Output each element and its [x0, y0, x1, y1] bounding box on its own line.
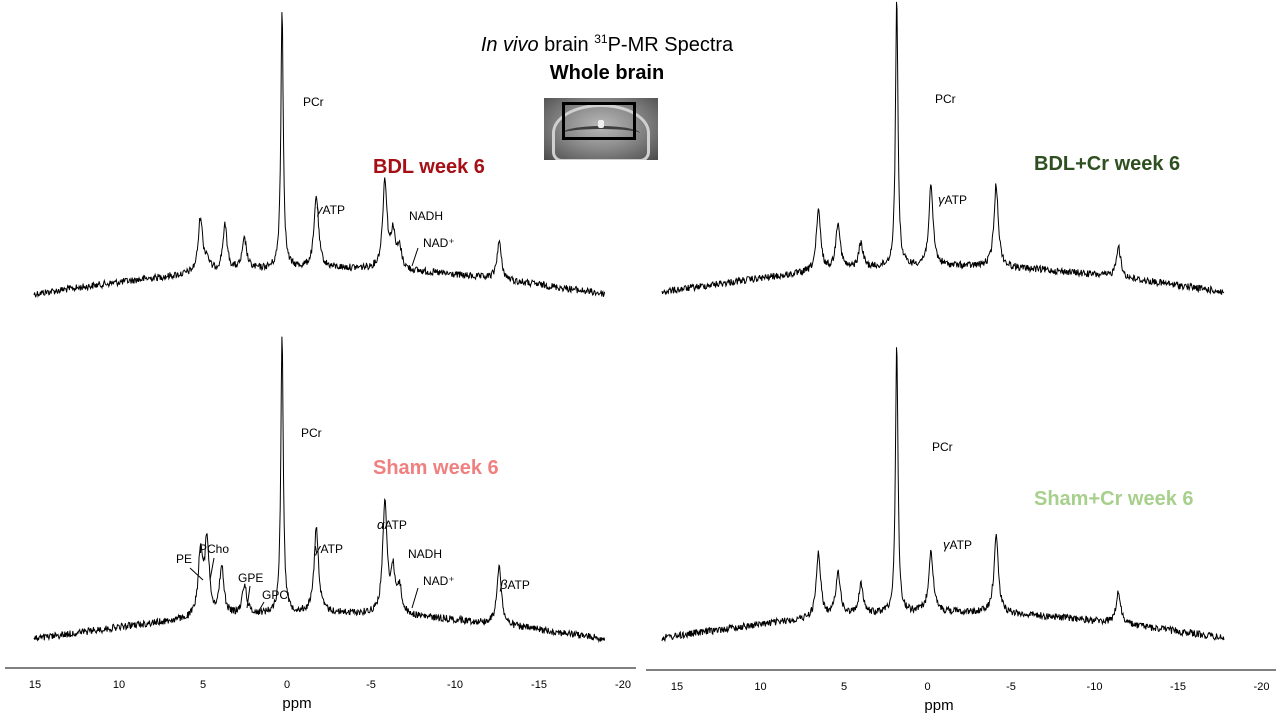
peak-label: NAD⁺ [423, 236, 455, 250]
x-axis: 15 10 5 0 -5 -10 -15 -20 ppm [5, 667, 636, 712]
peak-label: NADH [409, 209, 443, 223]
x-tick-label: -10 [447, 679, 463, 691]
peak-leader-line [256, 601, 265, 615]
peak-label: GPC [262, 588, 288, 602]
x-tick-label: -15 [1170, 681, 1186, 693]
title-isotope: 31 [594, 32, 608, 46]
group-label-bdl-cr: BDL+Cr week 6 [1034, 153, 1181, 175]
x-tick-label: -20 [615, 679, 631, 691]
peak-label: NADH [408, 547, 442, 561]
spectrum-trace [661, 347, 1225, 643]
x-tick-label: 15 [29, 679, 41, 691]
peak-label: PCho [199, 542, 229, 556]
x-tick-label: 0 [284, 679, 290, 691]
x-axis: 15 10 5 0 -5 -10 -15 -20 ppm [646, 669, 1276, 714]
peak-label: γATP [943, 537, 972, 552]
peak-label: γATP [316, 202, 345, 217]
x-tick-label: 15 [671, 681, 683, 693]
x-tick-label: -15 [531, 679, 547, 691]
peak-leader-line [189, 567, 204, 581]
x-axis-label: ppm [924, 697, 953, 714]
peak-label: PE [176, 552, 192, 566]
spectrum-trace [33, 12, 606, 299]
title-suffix: P-MR Spectra [607, 34, 734, 56]
spectrum-panel: PCr γATP [661, 1, 1225, 296]
peak-leader-line [411, 247, 419, 267]
peak-label: βATP [499, 577, 530, 592]
figure-title: In vivo brain 31P-MR Spectra Whole brain [400, 26, 814, 86]
title-line: In vivo brain 31P-MR Spectra [400, 26, 814, 58]
peak-leader-line [209, 557, 215, 581]
spectrum-trace [661, 1, 1225, 296]
peak-label: PCr [303, 95, 324, 109]
x-tick-label: -10 [1087, 681, 1103, 693]
x-tick-label: 0 [924, 681, 930, 693]
figure-subtitle: Whole brain [549, 62, 665, 84]
x-tick-label: 5 [841, 681, 847, 693]
peak-label: NAD⁺ [423, 574, 455, 588]
peak-leader-line [411, 587, 419, 609]
x-tick-label: 10 [754, 681, 766, 693]
spectrum-panel: PCr γATP [661, 347, 1225, 643]
peak-label: αATP [377, 517, 407, 532]
group-label-sham-cr: Sham+Cr week 6 [1034, 488, 1194, 510]
peak-label: PCr [935, 92, 956, 106]
peak-label: γATP [314, 541, 343, 556]
brain-cortex-shape [552, 104, 650, 160]
peak-label: PCr [932, 440, 953, 454]
spectrum-panel: PCr γATP αATP NADH NAD⁺ βATP PE PCho GPE GPC [33, 336, 606, 643]
spectrum-panel: PCr γATP NADH NAD⁺ [33, 12, 606, 299]
x-tick-label: -5 [366, 679, 376, 691]
x-tick-label: 5 [200, 679, 206, 691]
peak-label: PCr [301, 426, 322, 440]
x-axis-label: ppm [282, 695, 311, 712]
group-label-sham: Sham week 6 [373, 457, 499, 479]
x-tick-label: 10 [113, 679, 125, 691]
peak-leader-line [246, 585, 251, 609]
spectrum-trace [33, 336, 606, 643]
peak-label: GPE [238, 571, 263, 585]
title-prefix: In vivo [480, 34, 539, 56]
brain-mri-inset [544, 98, 658, 160]
peak-label: γATP [938, 192, 967, 207]
x-tick-label: -20 [1254, 681, 1270, 693]
x-tick-label: -5 [1006, 681, 1016, 693]
group-label-bdl: BDL week 6 [373, 156, 485, 178]
title-middle: brain [538, 34, 595, 56]
voxel-roi-box [562, 102, 636, 140]
brain-ventricle-shape [598, 120, 604, 128]
